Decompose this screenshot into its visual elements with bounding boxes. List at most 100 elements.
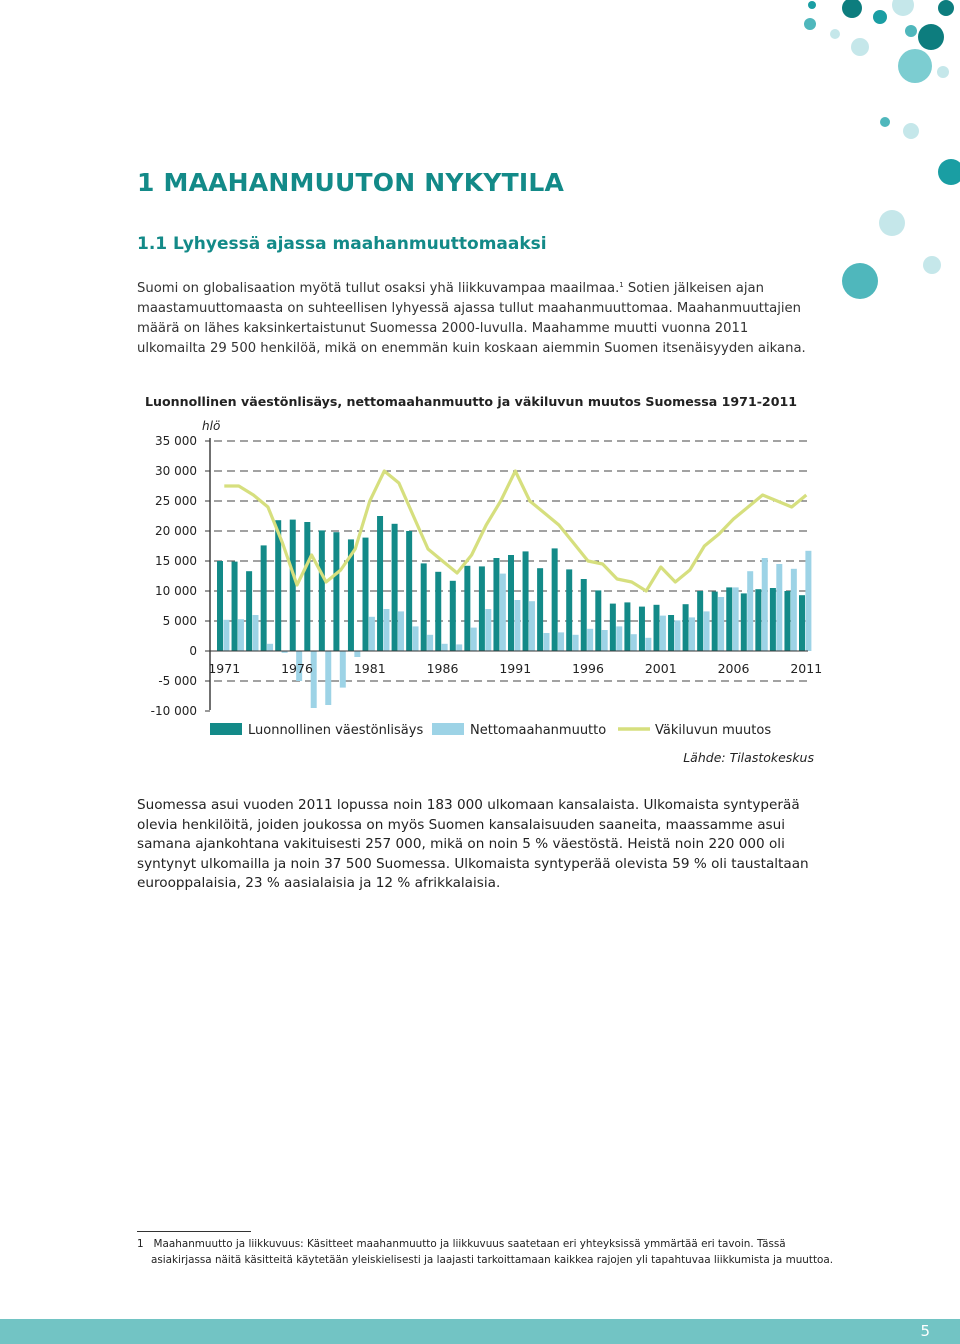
bar-net-immigration [659, 615, 666, 651]
bar-natural-increase [740, 593, 747, 651]
bar-net-immigration [776, 564, 783, 651]
y-tick-label: 5 000 [163, 614, 197, 628]
y-tick-label: 10 000 [155, 584, 197, 598]
bar-natural-increase [304, 522, 311, 651]
bar-net-immigration [645, 637, 652, 651]
chart-legend: Luonnollinen väestönlisäys Nettomaahanmu… [210, 723, 771, 738]
bar-net-immigration [398, 611, 404, 651]
bar-natural-increase [391, 523, 398, 651]
bar-natural-increase [580, 579, 587, 651]
bar-natural-increase [217, 561, 223, 651]
bar-natural-increase [653, 604, 660, 651]
bar-natural-increase [508, 555, 514, 651]
bar-net-immigration [281, 651, 288, 653]
x-tick-label: 2011 [790, 661, 822, 676]
bar-natural-increase [246, 571, 253, 651]
y-tick-label: 0 [189, 644, 197, 658]
bar-natural-increase [377, 516, 384, 651]
bar-net-immigration [718, 597, 725, 651]
intro-text-2: Sotien jälkeisen ajan maastamuuttomaasta… [137, 281, 806, 356]
decor-dot [892, 0, 914, 16]
bar-natural-increase [624, 602, 631, 651]
bar-natural-increase [668, 615, 675, 651]
bar-net-immigration [703, 611, 710, 651]
bar-natural-increase [638, 606, 645, 651]
bar-net-immigration [790, 568, 797, 651]
bar-net-immigration [761, 558, 768, 651]
chart-bars [210, 516, 812, 708]
bar-net-immigration [485, 609, 492, 651]
bar-net-immigration [747, 571, 754, 651]
intro-text-1: Suomi on globalisaation myötä tullut osa… [137, 281, 620, 296]
bar-net-immigration [558, 632, 565, 651]
decorative-dots [804, 0, 960, 299]
y-tick-label: -5 000 [158, 674, 197, 688]
chart-source: Lähde: Tilastokeskus [683, 750, 814, 765]
decor-dot [937, 66, 949, 78]
bar-natural-increase [347, 539, 354, 651]
page-title: 1 MAAHANMUUTON NYKYTILA [137, 168, 565, 197]
decor-dot [804, 18, 816, 30]
bar-net-immigration [732, 587, 739, 651]
bar-net-immigration [543, 633, 550, 651]
bar-natural-increase [493, 558, 500, 651]
y-tick-label: -10 000 [151, 704, 197, 718]
bar-net-immigration [689, 617, 695, 651]
intro-paragraph: Suomi on globalisaation myötä tullut osa… [137, 275, 817, 359]
bar-natural-increase [449, 580, 456, 651]
chart-line [224, 469, 808, 593]
bar-natural-increase [726, 587, 733, 651]
decor-dot [898, 49, 932, 83]
bar-natural-increase [275, 520, 282, 651]
bar-natural-increase [406, 531, 413, 651]
x-tick-label: 1981 [354, 661, 386, 676]
y-tick-label: 35 000 [155, 434, 197, 448]
bar-net-immigration [354, 651, 361, 657]
decor-dot [918, 24, 944, 50]
bar-net-immigration [616, 626, 623, 651]
bar-net-immigration [339, 651, 346, 688]
bar-natural-increase [231, 561, 238, 651]
bar-natural-increase [551, 548, 558, 651]
decor-dot [842, 263, 878, 299]
bar-net-immigration [383, 609, 390, 651]
bar-natural-increase [566, 569, 573, 651]
bar-natural-increase [755, 589, 762, 651]
legend-label-net: Nettomaahanmuutto [470, 723, 606, 738]
bar-natural-increase [420, 563, 427, 651]
x-tick-label: 1991 [499, 661, 531, 676]
bar-net-immigration [514, 600, 521, 651]
body-paragraph: Suomessa asui vuoden 2011 lopussa noin 1… [137, 797, 809, 891]
legend-label-natural: Luonnollinen väestönlisäys [248, 723, 423, 738]
bar-natural-increase [478, 566, 485, 651]
bar-natural-increase [362, 537, 369, 651]
bar-net-immigration [412, 626, 419, 651]
bar-natural-increase [682, 604, 689, 651]
section-title: 1.1 Lyhyessä ajassa maahanmuuttomaaksi [137, 234, 547, 254]
page-number: 5 [920, 1322, 930, 1340]
bar-natural-increase [799, 595, 805, 651]
bar-net-immigration [470, 627, 477, 651]
bar-net-immigration [601, 630, 608, 651]
bar-net-immigration [427, 634, 434, 651]
bar-net-immigration [587, 628, 594, 651]
population-chart: Luonnollinen väestönlisäys, nettomaahanm… [145, 394, 822, 765]
decor-dot [905, 25, 917, 37]
x-axis-ticks: 1971 1976 1981 1986 1991 1996 2001 2006 2011 [208, 661, 822, 676]
bar-natural-increase [595, 590, 602, 651]
x-tick-label: 2006 [718, 661, 750, 676]
decor-dot [903, 123, 919, 139]
bar-natural-increase [711, 591, 718, 651]
footnote-number: 1 [137, 1238, 144, 1250]
x-tick-label: 1976 [281, 661, 313, 676]
decor-dot [808, 1, 816, 9]
decor-dot [938, 0, 954, 16]
bar-natural-increase [289, 519, 296, 651]
x-tick-label: 2001 [645, 661, 677, 676]
bar-net-immigration [456, 644, 463, 651]
bar-net-immigration [310, 651, 317, 708]
bar-natural-increase [784, 591, 791, 651]
decor-dot [851, 38, 869, 56]
footnote-ref: 1 [619, 281, 624, 289]
bar-net-immigration [528, 601, 535, 651]
